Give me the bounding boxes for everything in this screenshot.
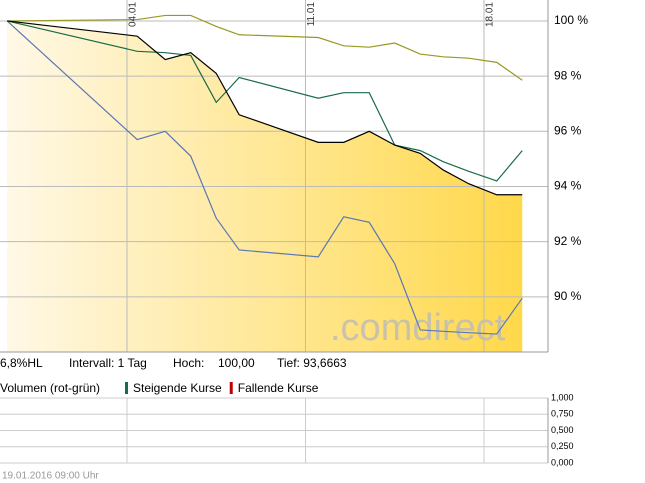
y-tick-label: 98 % [554,68,582,82]
y-tick-label: 0,250 [551,441,574,451]
x-tick-label: 18.01 [485,2,496,27]
y-tick-label: 1,000 [551,392,574,402]
info-text: Hoch: [173,356,204,370]
timestamp: 19.01.2016 09:00 Uhr [2,471,99,482]
line-series [7,20,523,182]
y-tick-label: 90 % [554,289,582,303]
y-tick-label: 100 % [554,13,588,27]
x-tick-label: 04.01 [128,2,139,27]
legend-label: Fallende Kurse [238,381,319,395]
info-text: 6,8%HL [0,356,43,370]
y-tick-label: 92 % [554,234,582,248]
legend-swatch [229,382,233,394]
line-series [7,14,523,81]
legend-label: Steigende Kurse [133,381,222,395]
legend-swatch [125,382,128,394]
watermark: .comdirect [330,307,506,349]
info-text: 100,00 [218,356,255,370]
info-text: Intervall: 1 Tag [69,356,147,370]
info-text: Tief: 93,6663 [277,356,347,370]
y-tick-label: 0,000 [551,457,574,467]
y-tick-label: 94 % [554,179,582,193]
y-tick-label: 0,500 [551,425,574,435]
line-series [7,20,523,196]
line-series [6,20,523,335]
x-tick-label: 11.01 [306,2,317,27]
y-tick-label: 0,750 [551,409,574,419]
legend-title: Volumen (rot-grün) [0,381,100,395]
y-tick-label: 96 % [554,123,582,137]
